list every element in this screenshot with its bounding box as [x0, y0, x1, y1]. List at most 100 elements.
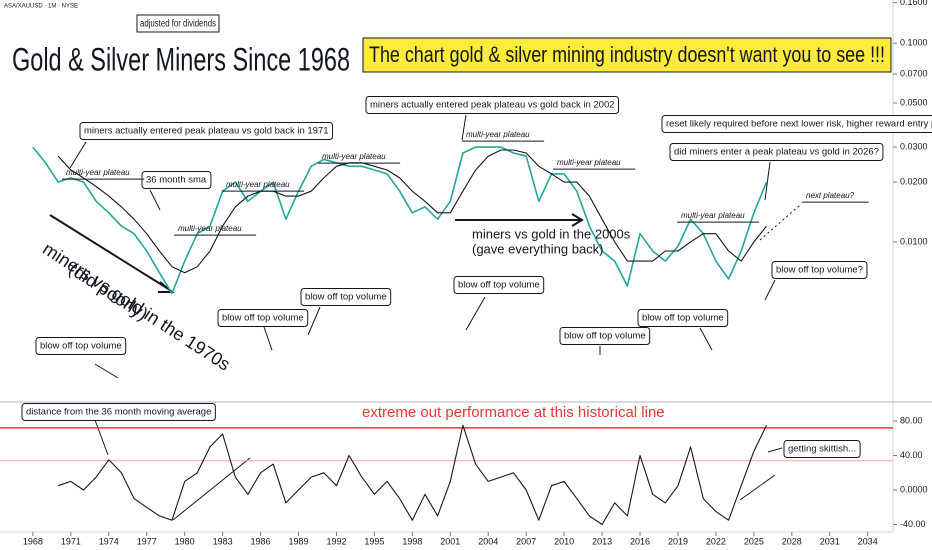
- banner-box: [362, 37, 892, 73]
- series-line: [57, 149, 767, 274]
- x-tick-label: 2025: [744, 536, 764, 546]
- x-tick-label: 2010: [554, 536, 574, 546]
- x-tick-label: 2031: [820, 536, 840, 546]
- annotation: multi-year plateau: [174, 224, 257, 236]
- x-tick-label: 2013: [592, 536, 612, 546]
- y-tick-label: 0.0000: [900, 484, 928, 494]
- annotation: blow off top volume: [453, 276, 545, 295]
- annotation: getting skittish...: [783, 440, 861, 459]
- series-line: [32, 146, 768, 295]
- annotation: blow off top volume: [637, 309, 729, 328]
- annotation-text: multi-year plateau: [66, 168, 130, 177]
- annotation: multi-year plateau: [677, 211, 760, 223]
- callout-lines: [49, 114, 801, 521]
- y-tick-label: 0.0500: [900, 97, 928, 107]
- annotation-text: did miners enter a peak plateau vs gold …: [674, 147, 879, 158]
- annotation: multi-year plateau: [553, 158, 636, 170]
- annotation-text: next plateau?: [806, 191, 855, 200]
- annotation: 36 month sma: [141, 171, 212, 190]
- annotation-text: multi-year plateau: [178, 224, 242, 233]
- y-tick-label: 0.0200: [900, 176, 928, 186]
- annotation-text: multi-year plateau: [681, 211, 745, 220]
- annotation: distance from the 36 month moving averag…: [21, 403, 216, 422]
- x-tick-label: 1989: [288, 536, 308, 546]
- x-tick-label: 1983: [213, 536, 233, 546]
- annotation: blow off top volume: [217, 309, 309, 328]
- x-tick-label: 1992: [326, 536, 346, 546]
- y-tick-label: 0.0700: [900, 68, 928, 78]
- annotation: blow off top volume?: [771, 261, 868, 280]
- y-tick-label: 40.00: [900, 450, 923, 460]
- annotation-box: [141, 171, 212, 190]
- x-tick-label: 1974: [99, 536, 119, 546]
- x-tick-label: 2007: [516, 536, 536, 546]
- annotation-text: blow off top volume: [305, 292, 387, 303]
- y-tick-label: 0.0300: [900, 141, 928, 151]
- annotation-text: blow off top volume: [458, 280, 540, 291]
- annotation-text: extreme out performance at this historic…: [362, 404, 665, 421]
- annotation-box: [365, 96, 620, 115]
- annotation: blow off top volume: [559, 327, 651, 346]
- annotation-box: [35, 337, 127, 356]
- y-tick-label: 0.1600: [900, 0, 928, 7]
- series-line: [58, 424, 767, 526]
- annotation-box: [300, 288, 392, 307]
- annotation: blow off top volume: [35, 337, 127, 356]
- annotation: extreme out performance at this historic…: [362, 404, 665, 421]
- annotation: multi-year plateau: [222, 180, 305, 192]
- annotation-text: miners actually entered peak plateau vs …: [84, 126, 329, 137]
- annotation: next plateau?: [802, 191, 869, 203]
- banner: The chart gold & silver mining industry …: [369, 42, 885, 67]
- annotation-text: 36 month sma: [146, 175, 207, 186]
- y-tick-label: -40.00: [900, 519, 926, 529]
- x-tick-label: 1971: [61, 536, 81, 546]
- x-tick-label: 2016: [630, 536, 650, 546]
- subtitle-box: [136, 14, 220, 33]
- annotation: reset likely required before next lower …: [661, 115, 932, 134]
- y-tick-label: 80.00: [900, 415, 923, 425]
- annotation-text: (gave everything back): [472, 241, 604, 256]
- annotation: multi-year plateau: [462, 130, 545, 142]
- annotation-box: [79, 122, 334, 141]
- annotation: miners vs gold in the 2000s: [472, 226, 631, 241]
- annotation-box: [661, 115, 932, 134]
- annotation: multi-year plateau: [318, 152, 401, 164]
- annotation-box: [771, 261, 868, 280]
- x-tick-label: 1968: [23, 536, 43, 546]
- annotation-text: miners vs gold in the 2000s: [472, 226, 631, 241]
- annotation: miners actually entered peak plateau vs …: [79, 122, 334, 141]
- annotation: (gave everything back): [472, 241, 604, 256]
- x-tick-label: 2019: [668, 536, 688, 546]
- x-tick-label: 2001: [440, 536, 460, 546]
- annotation-text: reset likely required before next lower …: [666, 119, 932, 130]
- x-tick-label: 1977: [137, 536, 157, 546]
- annotation-box: [669, 143, 884, 162]
- annotation-text: multi-year plateau: [466, 130, 530, 139]
- annotation-text: multi-year plateau: [557, 158, 621, 167]
- annotation-text: miners actually entered peak plateau vs …: [370, 100, 615, 111]
- annotation-box: [637, 309, 729, 328]
- x-tick-label: 1980: [175, 536, 195, 546]
- annotation-text: multi-year plateau: [226, 180, 290, 189]
- annotation: multi-year plateau: [62, 168, 145, 180]
- annotation-box: [783, 440, 861, 459]
- annotation: did miners enter a peak plateau vs gold …: [669, 143, 884, 162]
- chart-subtitle: adjusted for dividends: [140, 19, 216, 30]
- annotation-text: multi-year plateau: [322, 152, 386, 161]
- x-tick-label: 2022: [706, 536, 726, 546]
- x-tick-label: 2034: [858, 536, 878, 546]
- annotation-text: blow off top volume: [642, 313, 724, 324]
- annotation-box: [217, 309, 309, 328]
- x-tick-label: 1998: [402, 536, 422, 546]
- x-tick-label: 1986: [251, 536, 271, 546]
- annotation-text: blow off top volume?: [776, 265, 863, 276]
- y-tick-label: 0.0100: [900, 236, 928, 246]
- annotation-text: blow off top volume: [564, 331, 646, 342]
- x-tick-label: 2028: [782, 536, 802, 546]
- annotation-text: blow off top volume: [40, 341, 122, 352]
- annotation-text: getting skittish...: [788, 444, 856, 455]
- panel-title: distance from the 36 month moving averag…: [26, 407, 211, 418]
- annotation: blow off top volume: [300, 288, 392, 307]
- annotation: miners actually entered peak plateau vs …: [365, 96, 620, 115]
